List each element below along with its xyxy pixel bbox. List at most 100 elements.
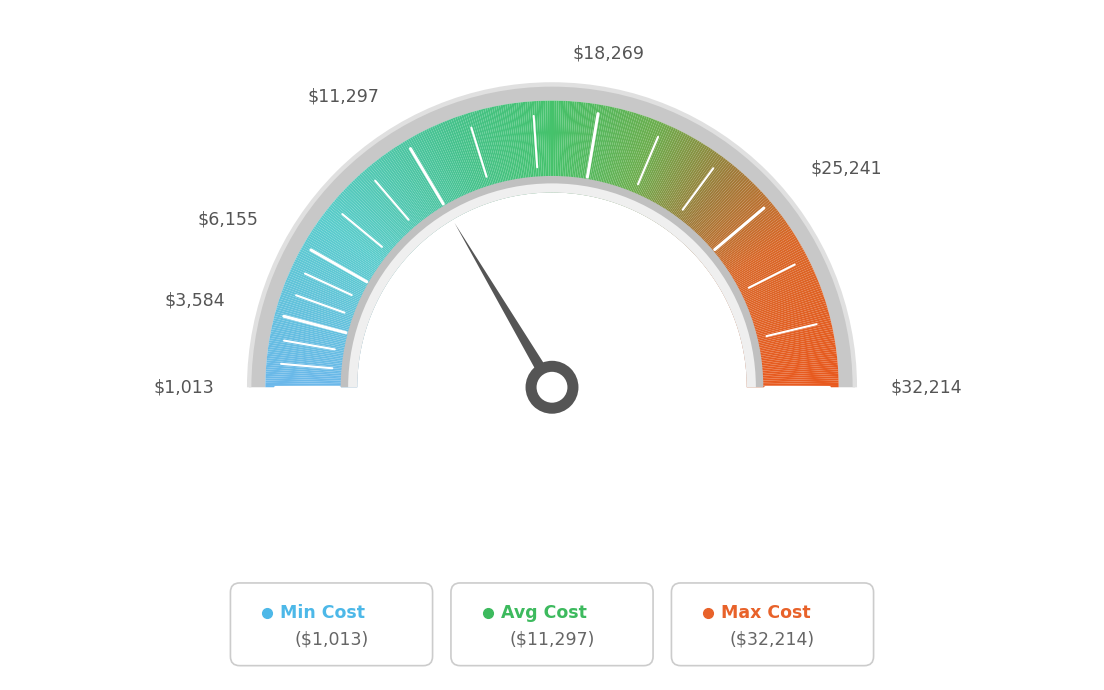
Wedge shape (745, 349, 837, 363)
Wedge shape (671, 161, 730, 235)
Wedge shape (364, 169, 425, 240)
Wedge shape (432, 126, 471, 210)
Wedge shape (702, 204, 774, 264)
Wedge shape (725, 255, 807, 299)
Wedge shape (561, 101, 567, 193)
Wedge shape (280, 293, 369, 324)
Wedge shape (688, 181, 753, 248)
Wedge shape (548, 101, 551, 193)
Wedge shape (485, 108, 508, 198)
Wedge shape (266, 369, 358, 377)
Wedge shape (654, 143, 703, 222)
Wedge shape (746, 376, 839, 381)
Wedge shape (613, 115, 643, 202)
Wedge shape (266, 374, 358, 380)
Wedge shape (609, 113, 638, 201)
Wedge shape (391, 149, 444, 226)
Wedge shape (728, 263, 811, 304)
Wedge shape (306, 239, 385, 288)
Wedge shape (380, 157, 436, 232)
Wedge shape (385, 152, 440, 229)
Wedge shape (247, 82, 857, 387)
Wedge shape (624, 121, 659, 207)
Wedge shape (429, 127, 470, 211)
Wedge shape (604, 111, 629, 200)
Wedge shape (336, 198, 406, 259)
Wedge shape (601, 110, 626, 199)
Text: $18,269: $18,269 (572, 45, 644, 63)
Wedge shape (675, 165, 735, 237)
Wedge shape (744, 338, 835, 355)
Wedge shape (473, 111, 499, 200)
Wedge shape (698, 198, 768, 259)
Wedge shape (288, 273, 373, 311)
Wedge shape (283, 288, 369, 322)
Wedge shape (678, 168, 739, 239)
Wedge shape (644, 134, 688, 216)
Wedge shape (734, 284, 820, 318)
Wedge shape (301, 245, 383, 292)
Wedge shape (457, 116, 489, 204)
Wedge shape (739, 303, 827, 331)
Wedge shape (446, 120, 481, 206)
Wedge shape (709, 217, 784, 273)
Wedge shape (746, 362, 838, 372)
Wedge shape (711, 221, 786, 275)
Wedge shape (692, 188, 760, 253)
Wedge shape (343, 189, 411, 254)
Wedge shape (318, 221, 393, 275)
Wedge shape (537, 101, 543, 193)
Wedge shape (714, 228, 792, 280)
Wedge shape (683, 175, 746, 244)
Wedge shape (482, 108, 507, 198)
Wedge shape (658, 146, 710, 224)
Wedge shape (567, 101, 576, 193)
Wedge shape (267, 349, 359, 363)
Wedge shape (746, 367, 838, 375)
Wedge shape (341, 191, 410, 255)
Wedge shape (576, 103, 591, 194)
Wedge shape (565, 101, 574, 193)
Wedge shape (718, 235, 796, 286)
Wedge shape (745, 353, 837, 366)
Wedge shape (464, 114, 493, 202)
Wedge shape (337, 196, 407, 259)
Wedge shape (694, 191, 763, 255)
Wedge shape (584, 104, 602, 195)
Wedge shape (320, 217, 395, 273)
Wedge shape (509, 104, 524, 195)
Wedge shape (736, 295, 824, 326)
Wedge shape (606, 112, 634, 201)
Wedge shape (266, 367, 358, 375)
Wedge shape (611, 114, 640, 202)
Wedge shape (330, 204, 402, 264)
Wedge shape (291, 265, 375, 306)
Wedge shape (716, 234, 795, 284)
Wedge shape (744, 336, 835, 354)
Wedge shape (746, 380, 839, 384)
Wedge shape (676, 166, 736, 238)
Wedge shape (516, 103, 529, 194)
Wedge shape (475, 111, 500, 200)
Wedge shape (351, 181, 416, 248)
Wedge shape (273, 322, 362, 345)
Wedge shape (564, 101, 572, 193)
Wedge shape (410, 137, 457, 218)
Wedge shape (726, 259, 809, 302)
Wedge shape (283, 286, 370, 320)
Wedge shape (299, 249, 381, 295)
Wedge shape (746, 383, 839, 386)
Wedge shape (273, 320, 362, 344)
Wedge shape (344, 188, 412, 253)
Wedge shape (309, 234, 388, 284)
Wedge shape (741, 314, 829, 339)
Wedge shape (700, 201, 772, 262)
Wedge shape (635, 128, 676, 212)
Wedge shape (418, 133, 463, 215)
Wedge shape (308, 235, 386, 286)
Wedge shape (268, 344, 360, 359)
Wedge shape (723, 249, 805, 295)
Wedge shape (745, 351, 837, 364)
Wedge shape (358, 175, 421, 244)
Wedge shape (459, 115, 490, 203)
